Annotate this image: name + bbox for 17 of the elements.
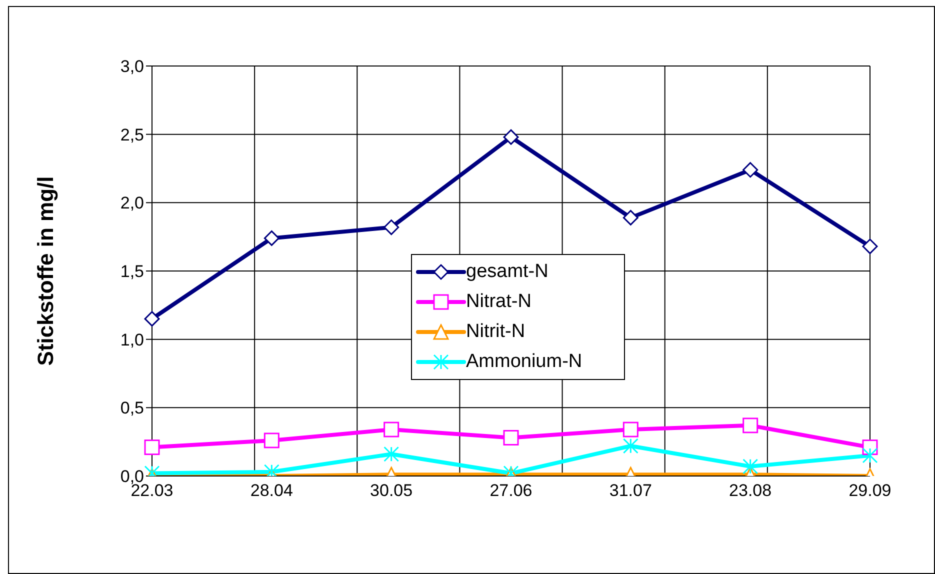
y-tick-label: 3,0	[120, 57, 144, 76]
x-tick-label: 23.08	[729, 481, 772, 500]
y-tick-label: 1,0	[120, 330, 144, 350]
legend-label: Nitrit-N	[466, 321, 526, 343]
x-tick-label: 27.06	[490, 481, 532, 500]
y-tick-label: 2,0	[120, 194, 144, 213]
legend-label: gesamt-N	[466, 261, 548, 283]
x-tick-label: 31.07	[609, 481, 652, 500]
x-tick-label: 29.09	[848, 481, 892, 500]
legend-label: Ammonium-N	[466, 351, 582, 373]
y-tick-label: 0,5	[120, 398, 144, 418]
x-tick-label: 28.04	[250, 481, 293, 500]
y-axis-title: Stickstoffe in mg/l	[32, 176, 58, 366]
x-tick-label: 30.05	[370, 481, 413, 500]
legend-label: Nitrat-N	[466, 291, 532, 313]
y-tick-label: 2,5	[120, 125, 144, 144]
y-tick-label: 1,5	[120, 262, 144, 282]
